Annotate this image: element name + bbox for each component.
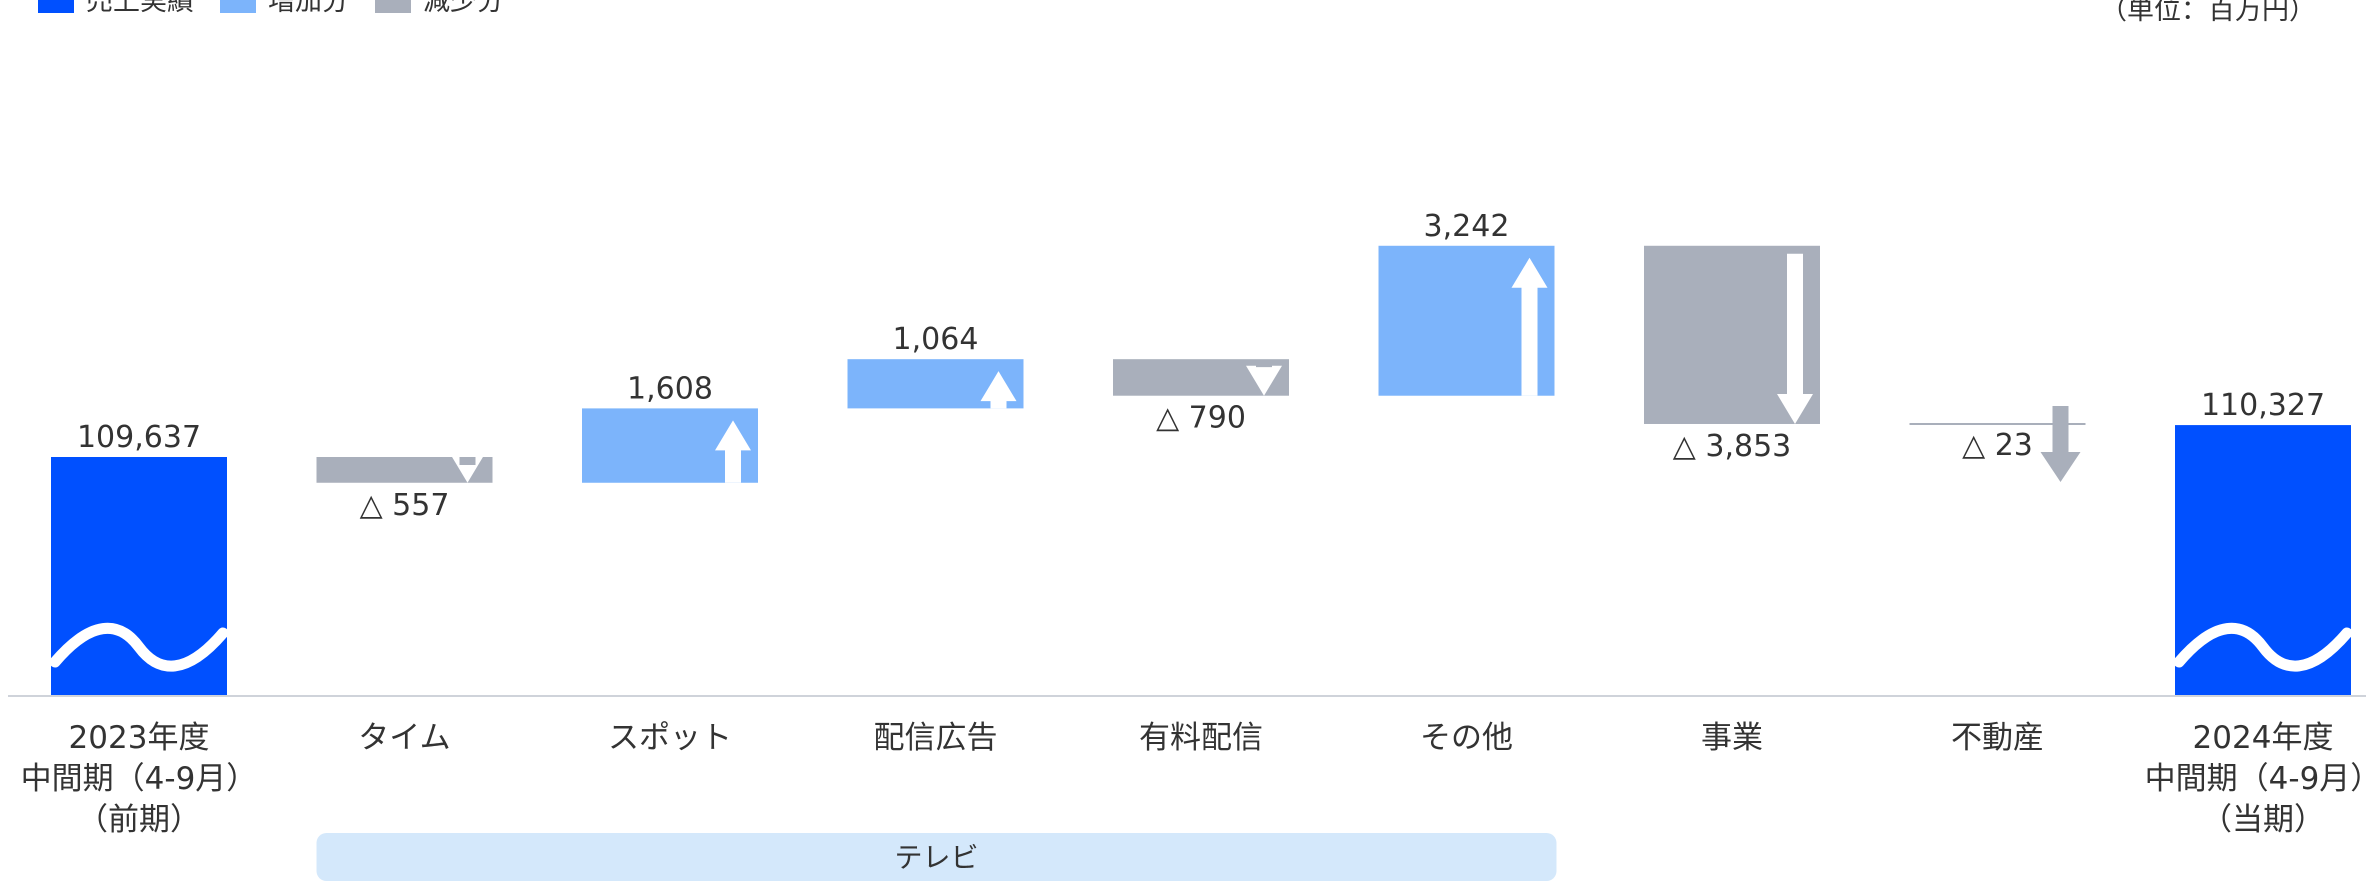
value-label: 3,242	[1424, 209, 1510, 244]
arrow-up-icon	[980, 371, 1017, 409]
legend-item-actual: 売上実績	[38, 0, 194, 15]
category-label: （当期）	[2201, 802, 2325, 838]
category-label: タイム	[358, 720, 450, 756]
group-band-label: テレビ	[894, 841, 978, 874]
value-label: △ 3,853	[1673, 429, 1792, 464]
value-label: 1,064	[893, 322, 979, 357]
value-label: 110,327	[2201, 388, 2325, 423]
category-label: 中間期（4-9月）	[2145, 761, 2374, 797]
legend-swatch-decrease	[375, 0, 411, 13]
category-label: 事業	[1701, 720, 1763, 756]
legend-swatch-actual	[38, 0, 74, 13]
value-label: △ 790	[1156, 401, 1246, 436]
category-label: スポット	[608, 720, 732, 756]
legend-item-increase: 増加分	[220, 0, 349, 15]
legend-label-increase: 増加分	[268, 0, 349, 17]
arrow-down-icon	[2040, 405, 2081, 482]
arrow-down-icon	[1777, 253, 1813, 424]
legend-label-decrease: 減少分	[423, 0, 504, 17]
category-label: 2023年度	[69, 720, 210, 756]
legend-label-actual: 売上実績	[86, 0, 194, 17]
legend-swatch-increase	[220, 0, 256, 13]
value-label: △ 23	[1962, 428, 2033, 463]
category-label: （前期）	[77, 802, 201, 838]
category-label: 中間期（4-9月）	[21, 761, 258, 797]
legend-item-decrease: 減少分	[375, 0, 504, 15]
category-label: 有料配信	[1139, 720, 1263, 756]
category-label: 配信広告	[874, 720, 998, 756]
category-label: 2024年度	[2193, 720, 2334, 756]
legend: 売上実績 増加分 減少分	[38, 0, 504, 15]
arrow-down-icon	[449, 452, 486, 483]
group-band	[316, 833, 1557, 881]
category-label: 不動産	[1951, 720, 2044, 756]
category-label: その他	[1420, 720, 1513, 756]
value-label: △ 557	[360, 488, 450, 523]
arrow-up-icon	[1511, 257, 1548, 396]
arrow-up-icon	[715, 420, 751, 483]
axis-break-wave	[49, 622, 229, 672]
value-label: 109,637	[77, 420, 201, 455]
arrow-down-icon	[1246, 365, 1282, 396]
unit-label: （単位：百万円）	[2100, 0, 2316, 26]
value-label: 1,608	[627, 371, 713, 406]
axis-break-wave	[2173, 622, 2353, 672]
